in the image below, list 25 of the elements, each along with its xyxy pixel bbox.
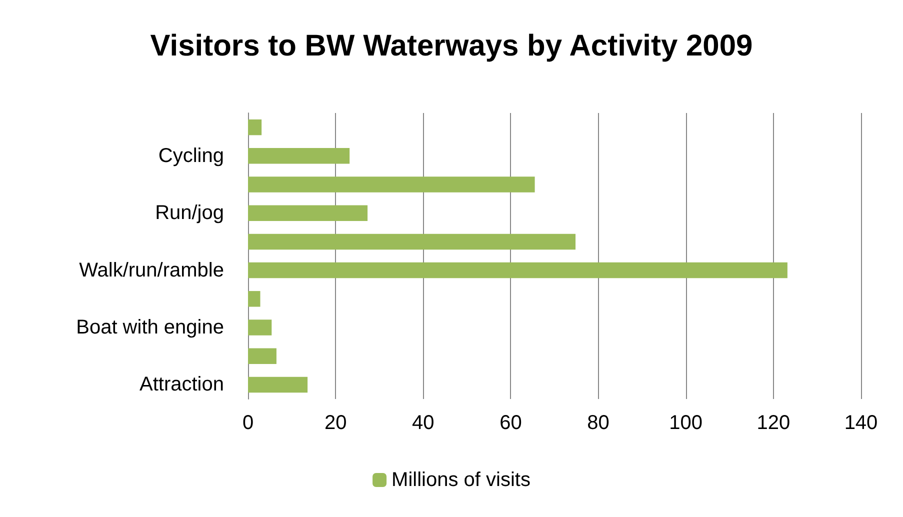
- bar: [248, 119, 262, 136]
- x-tick-label: 100: [669, 412, 703, 434]
- x-tick-label: 120: [756, 412, 790, 434]
- x-tick-label: 80: [587, 412, 610, 434]
- bar: [248, 291, 260, 307]
- y-tick-label: Cycling: [158, 144, 224, 167]
- chart-title: Visitors to BW Waterways by Activity 2009: [150, 30, 753, 62]
- x-tick-label: 0: [242, 412, 254, 434]
- y-tick-label: Boat with engine: [76, 316, 224, 338]
- y-tick-label: Run/jog: [155, 202, 224, 224]
- bar: [248, 176, 535, 192]
- bar: [248, 320, 272, 336]
- bar: [248, 376, 308, 393]
- legend-label: Millions of visits: [392, 469, 530, 491]
- y-tick-label: Attraction: [140, 374, 224, 396]
- bar: [248, 148, 350, 164]
- bar: [248, 234, 576, 250]
- x-tick-label: 140: [844, 412, 878, 434]
- x-tick-label: 20: [324, 412, 347, 434]
- bar: [248, 205, 368, 221]
- y-tick-label: Walk/run/ramble: [79, 259, 224, 282]
- x-tick-label: 60: [500, 412, 522, 434]
- bar: [248, 262, 788, 278]
- x-tick-label: 40: [412, 412, 434, 434]
- bar: [248, 348, 276, 364]
